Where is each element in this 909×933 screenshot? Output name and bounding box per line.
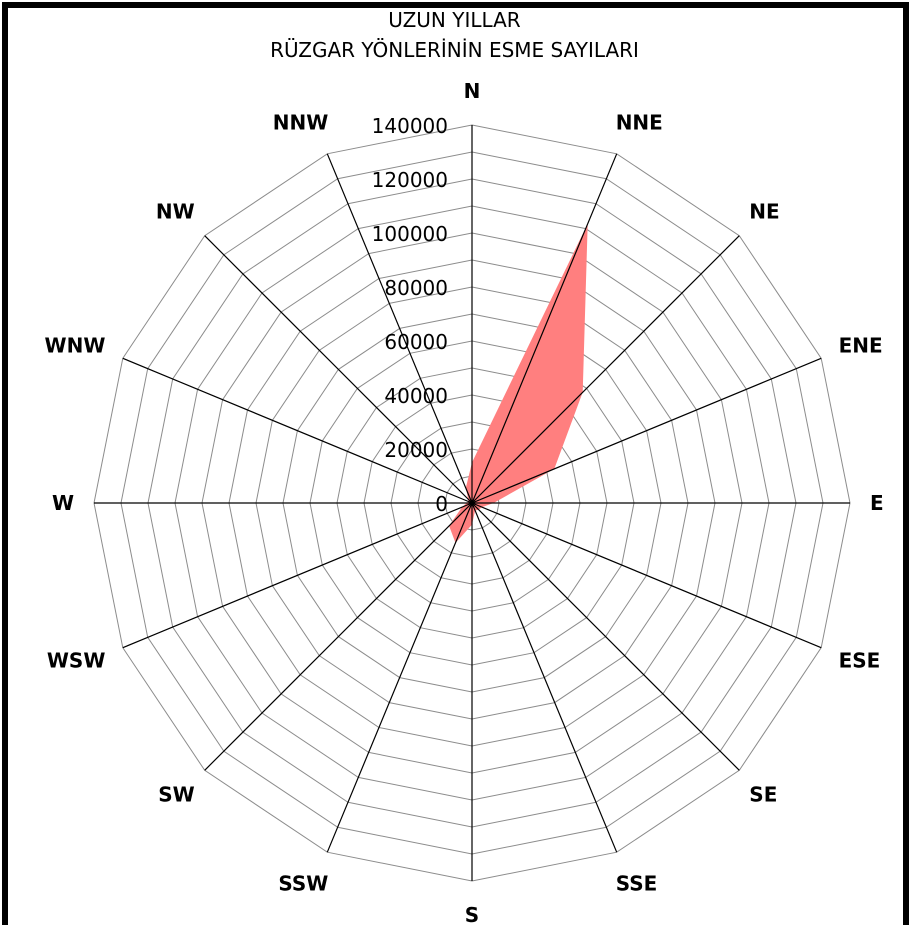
r-tick-label: 60000: [384, 330, 448, 354]
direction-label-sw: SW: [158, 782, 194, 806]
spoke-sw: [204, 502, 473, 771]
direction-label-se: SE: [749, 782, 777, 806]
spoke-wnw: [122, 357, 473, 504]
data-area: [449, 223, 588, 543]
spoke-ese: [471, 502, 822, 649]
bottom-clip: [0, 925, 909, 933]
direction-label-wsw: WSW: [47, 649, 106, 673]
direction-label-sse: SSE: [616, 872, 658, 896]
spoke-wsw: [122, 502, 473, 649]
r-tick-label: 140000: [372, 114, 448, 138]
direction-label-ssw: SSW: [278, 872, 328, 896]
direction-label-n: N: [464, 79, 481, 103]
direction-label-e: E: [870, 491, 884, 515]
direction-label-wnw: WNW: [45, 333, 106, 357]
r-tick-label: 120000: [372, 168, 448, 192]
spoke-nnw: [326, 153, 473, 504]
chart-title-line-2: RÜZGAR YÖNLERİNİN ESME SAYILARI: [270, 38, 639, 62]
direction-label-ese: ESE: [839, 649, 881, 673]
spoke-nw: [204, 235, 473, 504]
direction-label-ne: NE: [749, 200, 779, 224]
direction-label-nw: NW: [156, 200, 195, 224]
direction-label-nne: NNE: [616, 110, 663, 134]
r-tick-label: 40000: [384, 384, 448, 408]
r-tick-label: 20000: [384, 438, 448, 462]
spoke-ene: [471, 357, 822, 504]
direction-label-w: W: [52, 491, 74, 515]
r-tick-label: 100000: [372, 222, 448, 246]
spoke-ne: [471, 235, 740, 504]
direction-label-ene: ENE: [839, 333, 883, 357]
spoke-se: [471, 502, 740, 771]
chart-title-line-1: UZUN YILLAR: [388, 8, 521, 32]
spoke-ssw: [326, 502, 473, 853]
spoke-nne: [471, 153, 618, 504]
direction-label-nnw: NNW: [273, 110, 329, 134]
r-tick-label: 0: [435, 492, 448, 516]
direction-label-s: S: [465, 903, 479, 927]
spoke-sse: [471, 502, 618, 853]
r-tick-label: 80000: [384, 276, 448, 300]
